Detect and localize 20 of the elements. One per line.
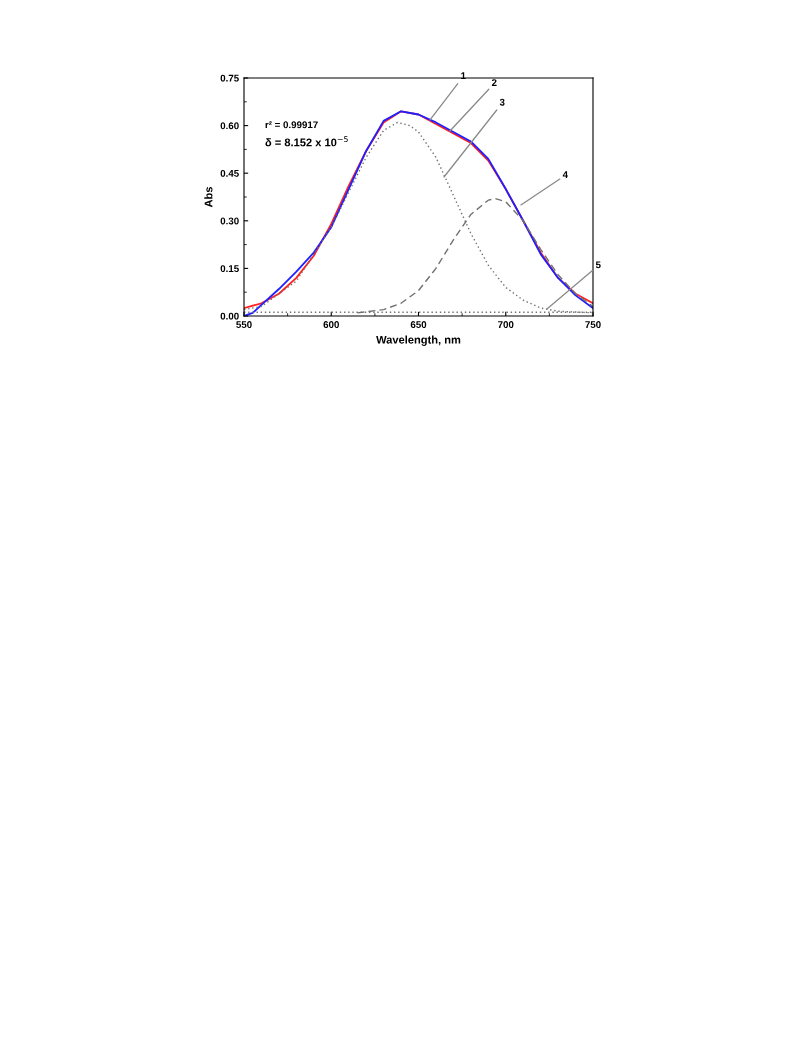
- x-tick-label: 600: [323, 321, 339, 328]
- x-tick-label: 550: [236, 321, 252, 328]
- x-tick-label: 650: [410, 321, 427, 328]
- y-tick-label: 0.75: [220, 74, 239, 82]
- x-tick-label: 750: [585, 321, 601, 328]
- annotation: r² = 0.99917: [265, 121, 318, 129]
- annotation: 1: [461, 72, 466, 79]
- y-tick-label: 0.30: [220, 217, 239, 225]
- annotation: 5: [595, 261, 601, 269]
- annotation: 3: [499, 98, 505, 106]
- y-tick-label: 0.15: [220, 265, 239, 273]
- annotation: 2: [491, 79, 497, 86]
- annotation: 4: [562, 171, 568, 178]
- y-tick-label: 0.60: [220, 122, 239, 130]
- y-tick-label: 0.45: [220, 169, 239, 177]
- x-axis-title: Wavelength, nm: [376, 335, 461, 346]
- annotation: δ = 8.152 x 10$^{−5}$: [265, 136, 348, 147]
- y-tick-label: 0.00: [220, 312, 239, 320]
- x-tick-label: 700: [498, 321, 514, 328]
- y-axis-title: Abs: [204, 186, 213, 208]
